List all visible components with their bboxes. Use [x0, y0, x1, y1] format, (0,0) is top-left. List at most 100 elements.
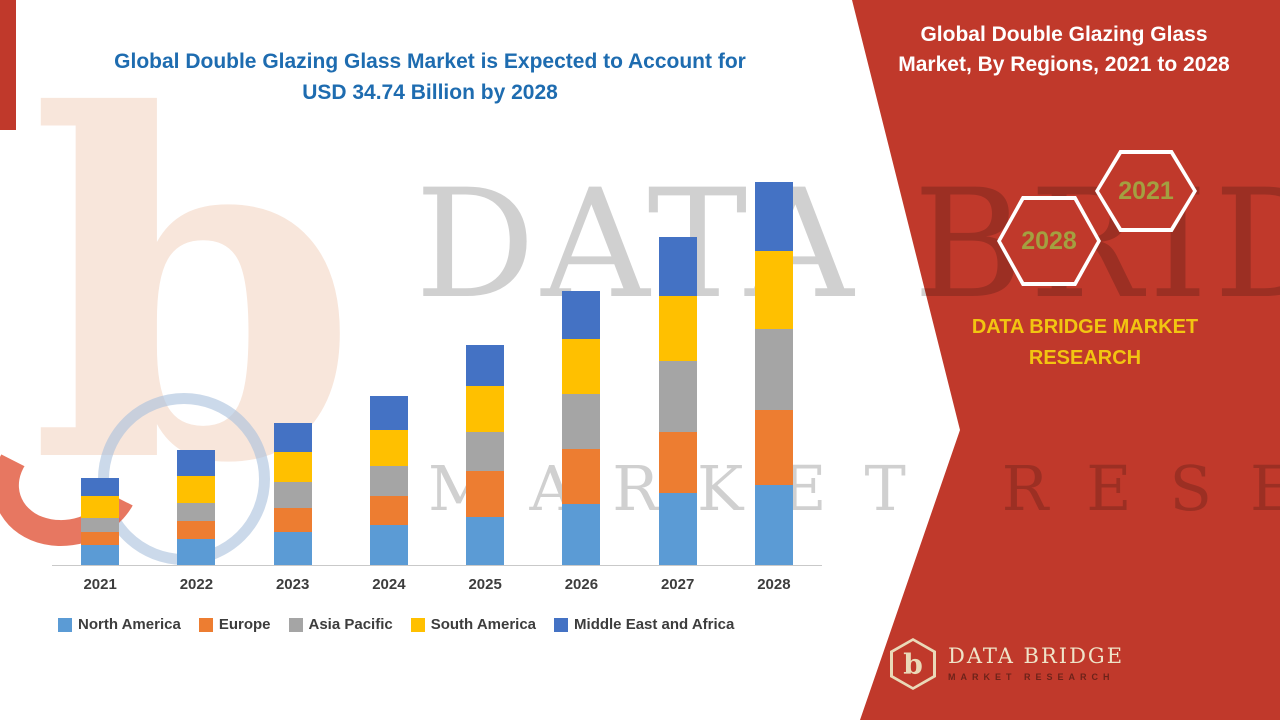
bar-segment-asia-pacific	[562, 394, 601, 450]
bar-segment-asia-pacific	[658, 361, 697, 432]
bar-segment-asia-pacific	[81, 517, 120, 533]
hexagon-badge-label: 2028	[1001, 200, 1097, 282]
bar-segment-north-america	[81, 545, 120, 565]
panel-title: Global Double Glazing Glass Market, By R…	[870, 20, 1258, 80]
chart-legend: North America Europe Asia Pacific South Ame…	[58, 616, 734, 633]
stacked-bar	[177, 450, 216, 565]
footer-logo-hexagon-icon: b	[890, 638, 936, 690]
bar-column-2028	[726, 181, 822, 565]
bar-segment-north-america	[369, 525, 408, 565]
x-axis-label: 2022	[179, 576, 214, 593]
bar-segment-europe	[562, 449, 601, 505]
bar-segment-south-america	[754, 250, 793, 329]
bar-segment-asia-pacific	[369, 465, 408, 496]
bar-segment-europe	[658, 431, 697, 494]
bar-segment-europe	[81, 532, 120, 546]
bar-segment-middle-east-and-africa	[177, 450, 216, 476]
chart-title: Global Double Glazing Glass Market is Ex…	[72, 46, 788, 108]
bar-column-2024	[341, 182, 437, 565]
bar-segment-south-america	[369, 430, 408, 466]
bar-segment-south-america	[81, 495, 120, 518]
bar-segment-middle-east-and-africa	[466, 344, 505, 387]
footer-logo-letter: b	[893, 641, 933, 687]
bar-segment-south-america	[177, 475, 216, 504]
legend-swatch	[554, 617, 569, 632]
bar-segment-north-america	[273, 531, 312, 565]
bar-segment-middle-east-and-africa	[273, 422, 312, 453]
legend-label: Asia Pacific	[308, 616, 393, 633]
legend-item: Asia Pacific	[288, 616, 393, 633]
bar-segment-south-america	[273, 452, 312, 483]
legend-label: Middle East and Africa	[574, 616, 735, 633]
bar-segment-europe	[369, 495, 408, 526]
legend-swatch	[288, 617, 303, 632]
x-axis-label: 2026	[564, 576, 599, 593]
bar-segment-europe	[754, 409, 793, 485]
bar-segment-asia-pacific	[754, 329, 793, 410]
bar-segment-north-america	[466, 516, 505, 565]
legend-item: Middle East and Africa	[554, 616, 734, 633]
bar-segment-south-america	[466, 386, 505, 432]
bar-segment-europe	[273, 507, 312, 532]
bar-segment-middle-east-and-africa	[369, 396, 408, 431]
x-axis-label: 2021	[83, 576, 117, 593]
bar-column-2026	[533, 182, 629, 565]
footer-logo-text: DATA BRIDGE MARKET RESEARCH	[948, 638, 1124, 682]
x-axis-label: 2024	[372, 576, 406, 593]
bar-segment-europe	[177, 520, 216, 539]
bar-segment-asia-pacific	[177, 503, 216, 521]
footer-logo-tagline: MARKET RESEARCH	[948, 672, 1115, 682]
bar-segment-middle-east-and-africa	[754, 181, 793, 251]
stacked-bar	[273, 422, 312, 565]
bar-segment-south-america	[562, 339, 601, 395]
x-axis-label: 2028	[757, 576, 791, 593]
stacked-bar-chart	[52, 181, 822, 565]
hexagon-badge-2021: 2021	[1095, 150, 1197, 232]
x-axis-label: 2027	[660, 576, 695, 593]
bar-segment-europe	[466, 471, 505, 517]
stacked-bar	[369, 396, 408, 565]
bar-segment-middle-east-and-africa	[658, 236, 697, 297]
panel-title-line1: Global Double Glazing Glass	[920, 23, 1208, 46]
bar-segment-north-america	[658, 493, 697, 565]
hexagon-badge-label: 2021	[1099, 154, 1193, 228]
bar-segment-north-america	[562, 504, 601, 565]
chart-title-line2: USD 34.74 Billion by 2028	[302, 81, 558, 104]
bar-column-2022	[148, 182, 244, 565]
left-edge-accent	[0, 0, 16, 130]
stacked-bar	[81, 478, 120, 565]
x-axis-labels: 2021 2022 2023 2024 2025 2026 2027 2028	[52, 576, 822, 593]
hexagon-badge-2028: 2028	[997, 196, 1101, 286]
bar-segment-middle-east-and-africa	[562, 290, 601, 340]
bar-segment-south-america	[658, 296, 697, 362]
legend-swatch	[198, 617, 213, 632]
footer-logo: b DATA BRIDGE MARKET RESEARCH	[890, 638, 1124, 690]
legend-item: Europe	[198, 616, 271, 633]
stacked-bar	[658, 236, 697, 565]
x-axis-line	[52, 565, 822, 566]
bar-column-2021	[52, 182, 148, 565]
legend-item: South America	[410, 616, 537, 633]
panel-title-line2: Market, By Regions, 2021 to 2028	[898, 53, 1230, 76]
legend-item: North America	[58, 616, 181, 633]
bar-column-2023	[245, 182, 341, 565]
brand-text: DATA BRIDGE MARKET RESEARCH	[920, 312, 1250, 374]
legend-swatch	[410, 617, 425, 632]
bar-segment-asia-pacific	[466, 431, 505, 472]
bar-segment-north-america	[754, 484, 793, 565]
legend-label: Europe	[218, 616, 271, 633]
brand-text-line2: RESEARCH	[1028, 347, 1142, 369]
chart-title-line1: Global Double Glazing Glass Market is Ex…	[114, 50, 746, 73]
bar-column-2025	[437, 182, 533, 565]
x-axis-label: 2025	[468, 576, 502, 593]
brand-text-line1: DATA BRIDGE MARKET	[971, 316, 1199, 338]
stacked-bar	[466, 344, 505, 565]
legend-swatch	[58, 617, 72, 632]
stacked-bar	[754, 181, 793, 565]
legend-label: North America	[78, 616, 181, 633]
bar-column-2027	[630, 182, 726, 565]
bar-segment-middle-east-and-africa	[81, 478, 120, 496]
legend-label: South America	[430, 616, 537, 633]
footer-logo-name: DATA BRIDGE	[948, 644, 1125, 668]
